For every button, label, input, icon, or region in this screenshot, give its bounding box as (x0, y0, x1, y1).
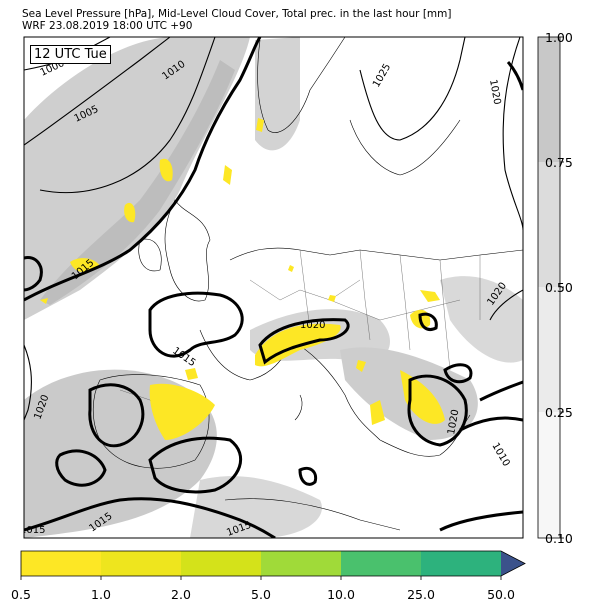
precip-colorbar-tick: 10.0 (327, 587, 355, 602)
precip-colorbar-tick: 25.0 (407, 587, 435, 602)
precip-colorbar-segment (101, 551, 181, 576)
cloud-med (190, 476, 322, 538)
cloud-east (440, 276, 523, 363)
isobar-label: 1020 (446, 409, 461, 436)
cloud-colorbar (537, 36, 564, 539)
isobar-label: 1020 (487, 79, 502, 106)
cloud-colorbar-tick: 0.75 (545, 155, 573, 170)
precip-colorbar (20, 550, 526, 580)
cloud-band-atlantic (24, 37, 250, 320)
precip-colorbar-tick: 5.0 (251, 587, 271, 602)
cloud-colorbar-tick: 1.00 (545, 30, 573, 45)
precip-colorbar-segment (181, 551, 261, 576)
precip-colorbar-extend-arrow (501, 551, 525, 576)
precipitation (40, 118, 445, 440)
isobar-label: 1020 (300, 320, 325, 331)
cloud-colorbar-segment (538, 37, 560, 162)
isobar-label: 1015 (20, 525, 45, 536)
precip-colorbar-tick: 1.0 (91, 587, 111, 602)
map-title: Sea Level Pressure [hPa], Mid-Level Clou… (22, 8, 452, 20)
cloud-colorbar-segment (538, 412, 560, 538)
cloud-norway (255, 37, 300, 151)
cloud-band-inner (40, 60, 235, 305)
cloud-colorbar-segment (538, 162, 560, 287)
coastlines (92, 37, 523, 531)
precip-colorbar-segment (341, 551, 421, 576)
forecast-time-label: 12 UTC Tue (30, 45, 111, 64)
isobar-1015-thick (24, 37, 523, 538)
precip-colorbar-segment (21, 551, 101, 576)
map-subtitle: WRF 23.08.2019 18:00 UTC +90 (22, 20, 193, 32)
map-frame (23, 36, 524, 539)
cloud-colorbar-tick: 0.50 (545, 280, 573, 295)
precip-colorbar-tick: 2.0 (171, 587, 191, 602)
precip-colorbar-segment (421, 551, 501, 576)
cloud-colorbar-tick: 0.10 (545, 531, 573, 546)
precip-colorbar-tick: 50.0 (487, 587, 515, 602)
precip-colorbar-segment (261, 551, 341, 576)
cloud-colorbar-tick: 0.25 (545, 405, 573, 420)
precip-colorbar-tick: 0.5 (11, 587, 31, 602)
cloud-colorbar-segment (538, 287, 560, 412)
